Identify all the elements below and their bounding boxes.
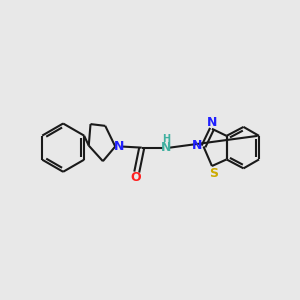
- Text: N: N: [207, 116, 218, 129]
- Text: N: N: [114, 140, 124, 153]
- Text: O: O: [130, 172, 141, 184]
- Text: N: N: [161, 141, 171, 154]
- Text: N: N: [192, 140, 202, 152]
- Text: S: S: [209, 167, 218, 180]
- Text: H: H: [162, 134, 170, 144]
